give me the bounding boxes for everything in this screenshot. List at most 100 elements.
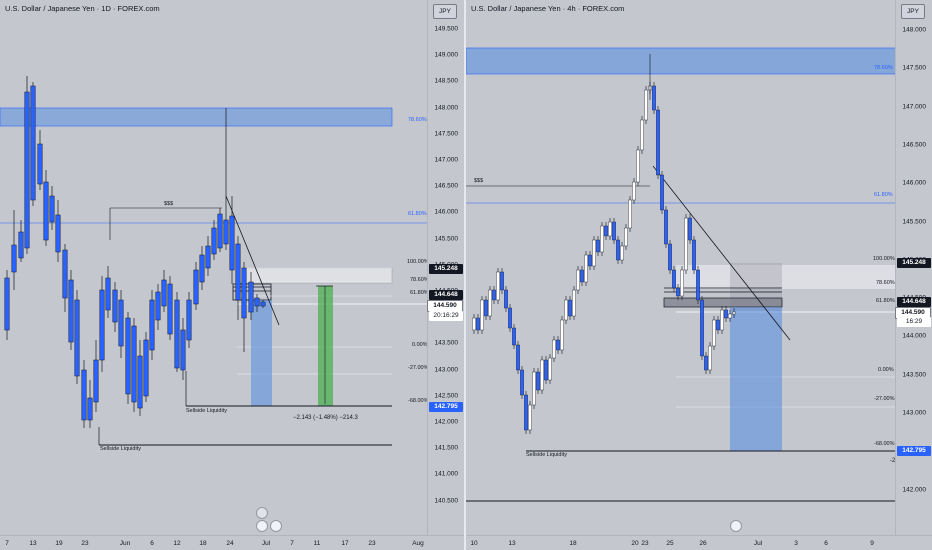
candle-body [472,317,476,331]
candle-body [552,339,556,359]
candle-body [624,227,628,247]
currency-button-4h[interactable]: JPY [901,4,925,19]
trendline-4h [652,165,791,341]
fib-zone-786 [0,107,393,127]
fib-label-618-high: 61.80% [408,211,427,217]
candle-body [616,239,620,261]
sellside-liquidity-label-4h: Sellside Liquidity [526,452,567,458]
candle-body [632,181,636,201]
chart-pane-daily[interactable]: U.S. Dollar / Japanese Yen · 1D · FOREX.… [0,0,464,550]
4h-time-tick: 26 [699,540,707,547]
daily-price-tick: 140.500 [434,497,459,505]
daily-price-tick: 148.500 [434,77,459,85]
daily-price-tick: 149.000 [434,51,459,59]
fib-label-100-4h: 100.00% [873,256,895,262]
candle-body [712,319,716,347]
4h-chart-canvas[interactable] [466,0,896,536]
4h-price-tick: 147.000 [902,103,927,111]
equal-highs-label: $$$ [164,201,174,207]
candle-body [193,269,199,305]
daily-time-tick: 11 [313,540,321,547]
candle-body [580,269,584,283]
daily-price-tick: 149.500 [434,25,459,33]
4h-time-tick: 13 [508,540,516,547]
chart-pane-4h[interactable]: U.S. Dollar / Japanese Yen · 4h · FOREX.… [466,0,932,550]
price-tag-high-4h: 145.248 [897,258,931,268]
candle-body [696,269,700,301]
price-tag-high-daily: 145.248 [429,264,463,274]
candle-body [112,289,118,323]
pane-divider[interactable] [464,0,466,550]
candle-body [30,85,36,201]
price-axis-4h[interactable]: JPY [895,0,932,550]
candle-body [628,199,632,229]
fib-label-618-top-4h: 61.80% [874,192,893,198]
currency-event-icon-jp[interactable] [256,520,268,532]
fib-label-neg27: -27.00% [408,365,429,371]
chart-title-daily: U.S. Dollar / Japanese Yen · 1D · FOREX.… [5,4,160,13]
candle-body [572,289,576,317]
4h-price-tick: 146.500 [902,141,927,149]
4h-time-tick: 20 [631,540,639,547]
candle-body [564,299,568,321]
candle-body [217,213,223,249]
price-axis-daily[interactable]: JPY [427,0,464,550]
candle-body [484,299,488,317]
time-axis-4h[interactable] [466,535,932,550]
candle-body [704,355,708,371]
4h-price-tick: 145.500 [902,218,927,225]
candle-body [180,329,186,371]
fib-label-neg27-4h: -27.00% [874,396,895,402]
fib-box-100 [236,267,393,284]
candle-body [254,297,260,307]
event-flag-icon[interactable] [256,507,268,519]
candle-body [476,317,480,331]
fib-label-618-4h: 61.80% [876,298,895,304]
candle-body [508,307,512,329]
candle-body [660,174,664,211]
candle-body [524,394,528,431]
candle-body [560,319,564,351]
4h-time-tick: 3 [794,540,798,547]
candle-body [544,359,548,381]
candle-body [680,269,684,297]
candle-body [700,299,704,357]
candle-body [186,299,192,341]
daily-time-tick: 12 [173,540,181,547]
fib-label-786: 78.60% [410,277,429,283]
candle-body [49,195,55,223]
candle-body [229,215,235,271]
candle-body [37,143,43,185]
target-zone-blue-4h [730,307,782,451]
candle-body [11,244,17,273]
daily-time-tick: 23 [368,540,376,547]
daily-time-tick: Jul [261,540,271,547]
candle-body [99,289,105,361]
candle-body [496,271,500,301]
candle-body [68,279,74,343]
currency-event-icon-us[interactable] [270,520,282,532]
candle-body [644,89,648,121]
candle-body [520,369,524,396]
4h-time-tick: 10 [470,540,478,547]
sellside-liquidity-label-1: Sellside Liquidity [186,408,227,414]
fib-label-0: 0.00% [412,342,428,348]
candle-body [167,283,173,335]
event-flag-icon-4h[interactable] [730,520,742,532]
candle-body [672,269,676,289]
candle-body [131,325,137,403]
4h-price-tick: 143.500 [902,371,927,379]
daily-price-tick: 146.500 [434,182,459,190]
order-block-box-4h [663,297,783,308]
daily-time-tick: Aug [412,540,424,547]
daily-price-tick: 141.500 [434,444,459,452]
fib-label-neg68: -68.00% [408,398,429,404]
candle-body [211,227,217,255]
candle-body [500,271,504,291]
currency-button-daily[interactable]: JPY [433,4,457,19]
daily-chart-canvas[interactable] [0,0,428,536]
fib-box-100-4h [676,265,896,289]
time-axis-daily[interactable] [0,535,464,550]
candle-body [516,344,520,371]
candle-body [55,214,61,253]
